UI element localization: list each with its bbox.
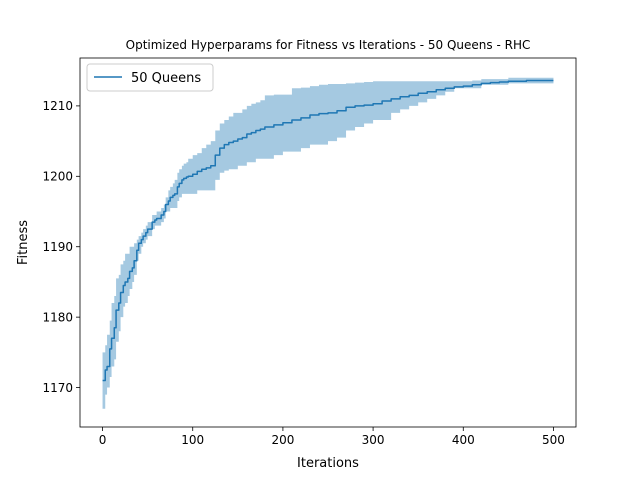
x-tick-label: 0 bbox=[99, 433, 107, 447]
x-tick-label: 300 bbox=[362, 433, 385, 447]
y-tick-label: 1200 bbox=[42, 170, 73, 184]
x-axis-label: Iterations bbox=[297, 456, 359, 471]
x-tick-label: 500 bbox=[542, 433, 565, 447]
x-tick-label: 400 bbox=[452, 433, 475, 447]
y-axis-label: Fitness bbox=[16, 220, 31, 265]
series-line-0 bbox=[102, 79, 554, 382]
plot-area bbox=[102, 77, 554, 409]
y-tick-label: 1190 bbox=[42, 240, 73, 254]
legend: 50 Queens bbox=[86, 63, 214, 92]
x-tick-label: 200 bbox=[271, 433, 294, 447]
x-axis: 0 100 200 300 400 500 bbox=[99, 427, 565, 447]
axes-frame bbox=[79, 57, 577, 428]
y-tick-label: 1210 bbox=[42, 99, 73, 113]
y-tick-label: 1170 bbox=[42, 381, 73, 395]
x-tick-label: 100 bbox=[181, 433, 204, 447]
legend-entry-50-queens: 50 Queens bbox=[131, 71, 201, 86]
chart-title: Optimized Hyperparams for Fitness vs Ite… bbox=[126, 38, 531, 52]
legend-box bbox=[86, 63, 214, 92]
y-tick-label: 1180 bbox=[42, 310, 73, 324]
y-axis: 1170 1180 1190 1200 1210 bbox=[42, 99, 80, 395]
